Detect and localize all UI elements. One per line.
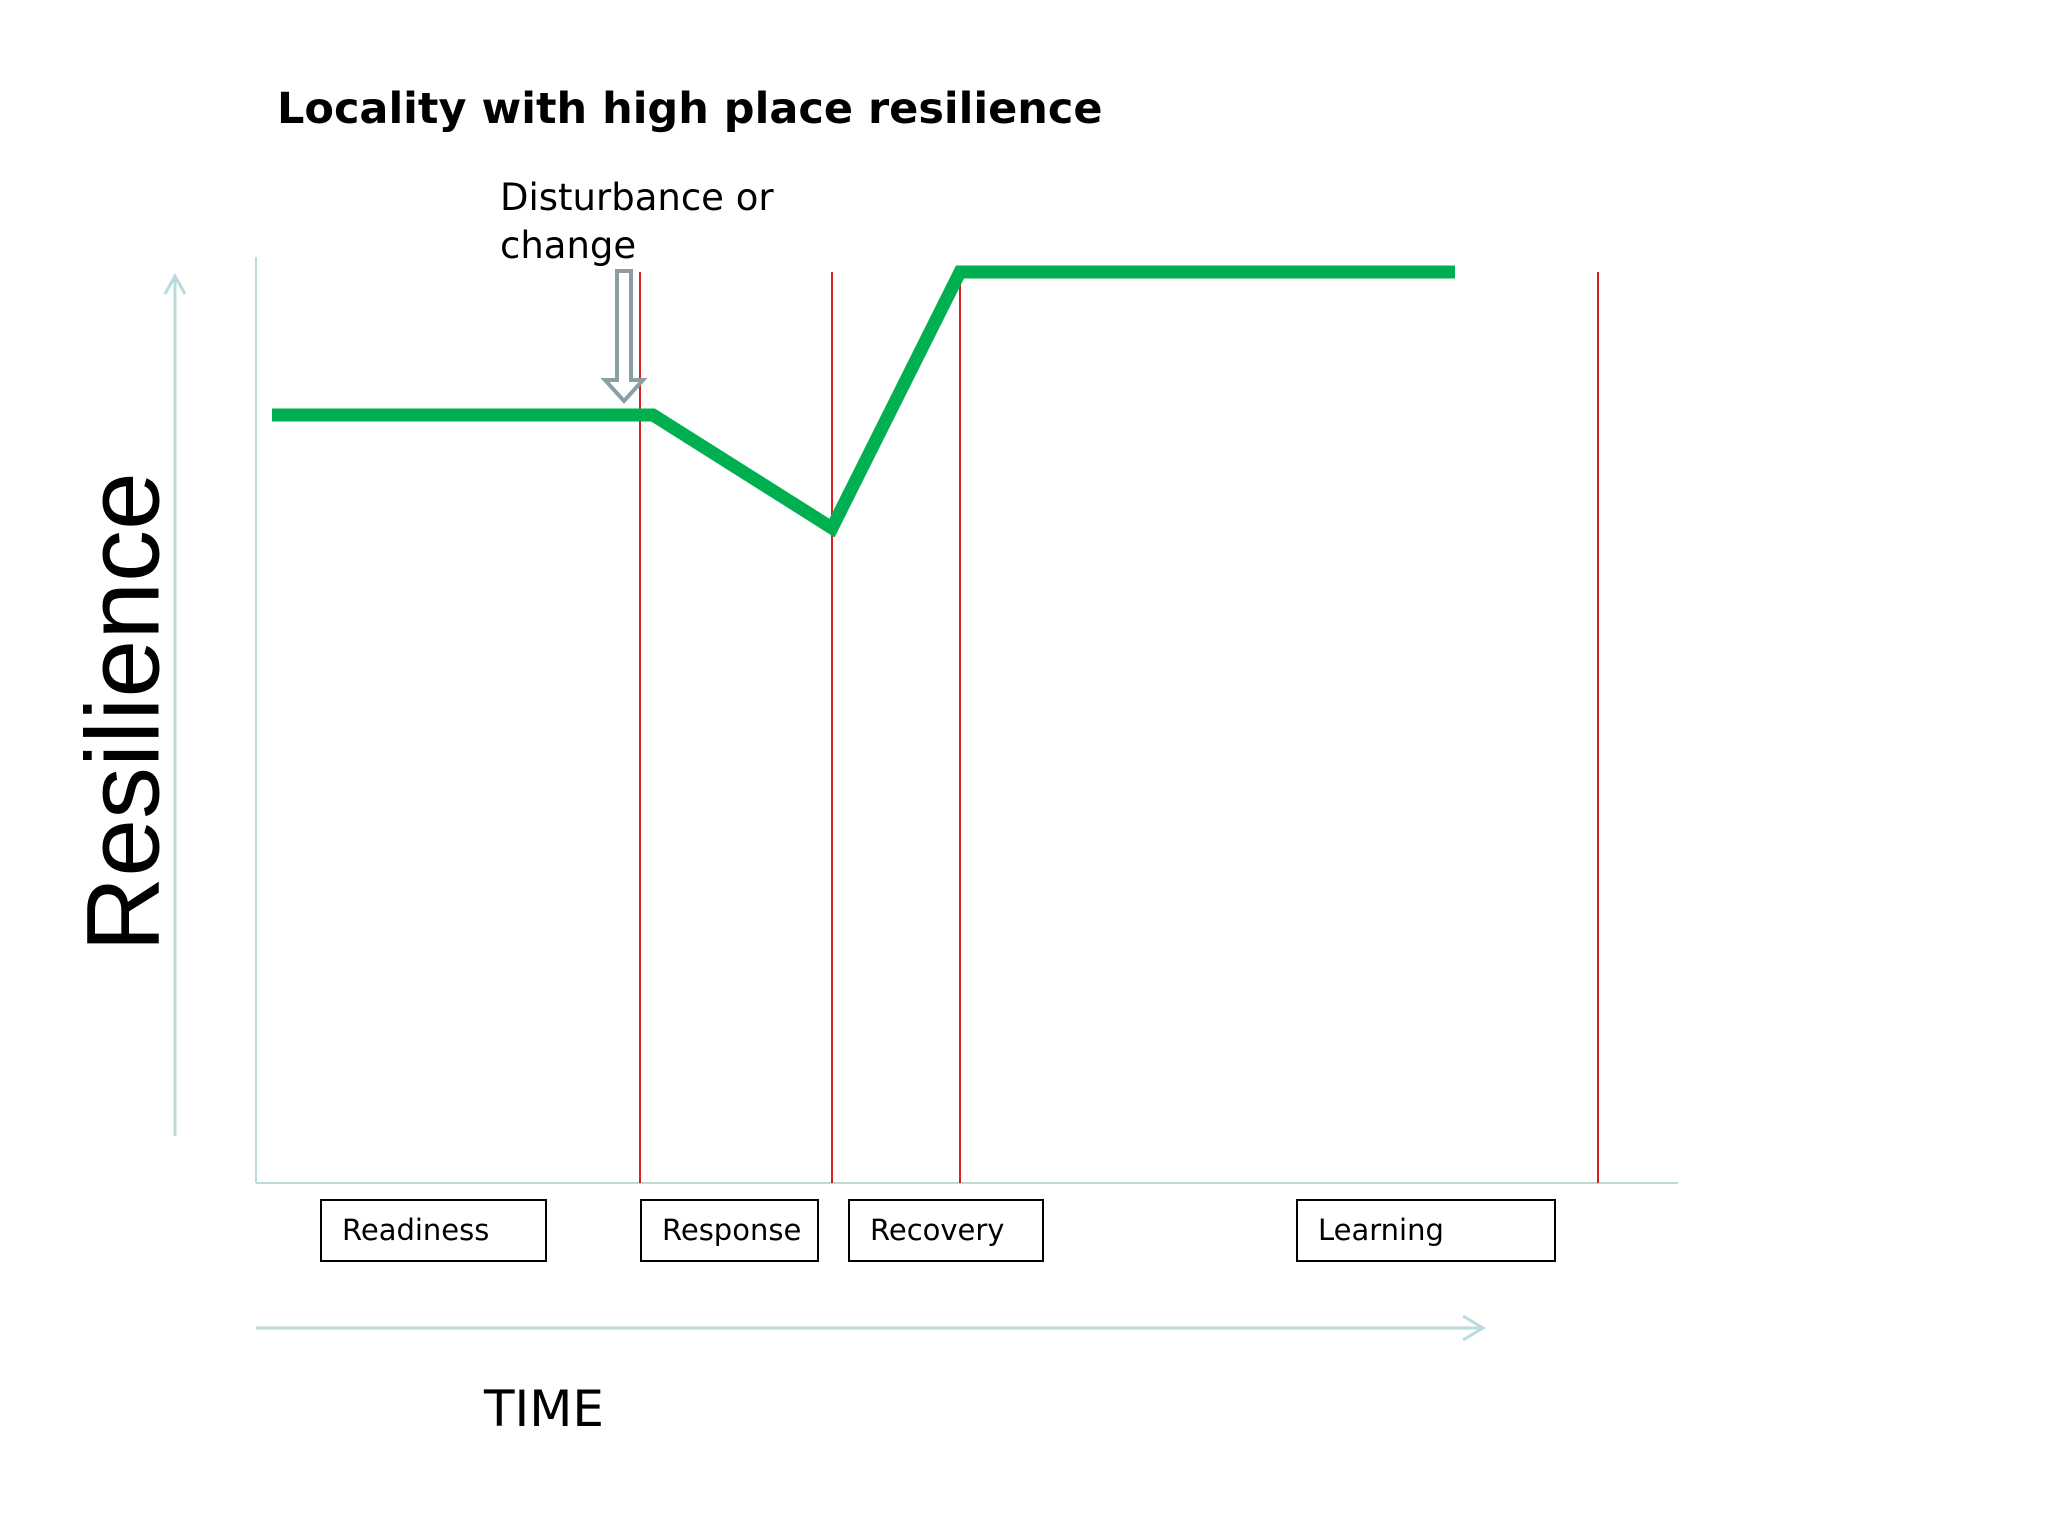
y-axis-label: Resilience	[65, 472, 182, 952]
x-axis-label: TIME	[484, 1380, 605, 1438]
resilience-line	[272, 265, 1455, 538]
phase-box: Response	[640, 1199, 819, 1262]
phase-box: Readiness	[320, 1199, 547, 1262]
phase-box: Recovery	[848, 1199, 1044, 1262]
annotation: Disturbance or change	[500, 176, 774, 267]
y-arrow	[163, 272, 187, 1136]
phase-box: Learning	[1296, 1199, 1556, 1262]
disturbance-arrow	[600, 269, 648, 404]
phase-dividers	[639, 272, 1599, 1183]
x-arrow	[256, 1314, 1486, 1342]
title: Locality with high place resilience	[277, 84, 1103, 134]
